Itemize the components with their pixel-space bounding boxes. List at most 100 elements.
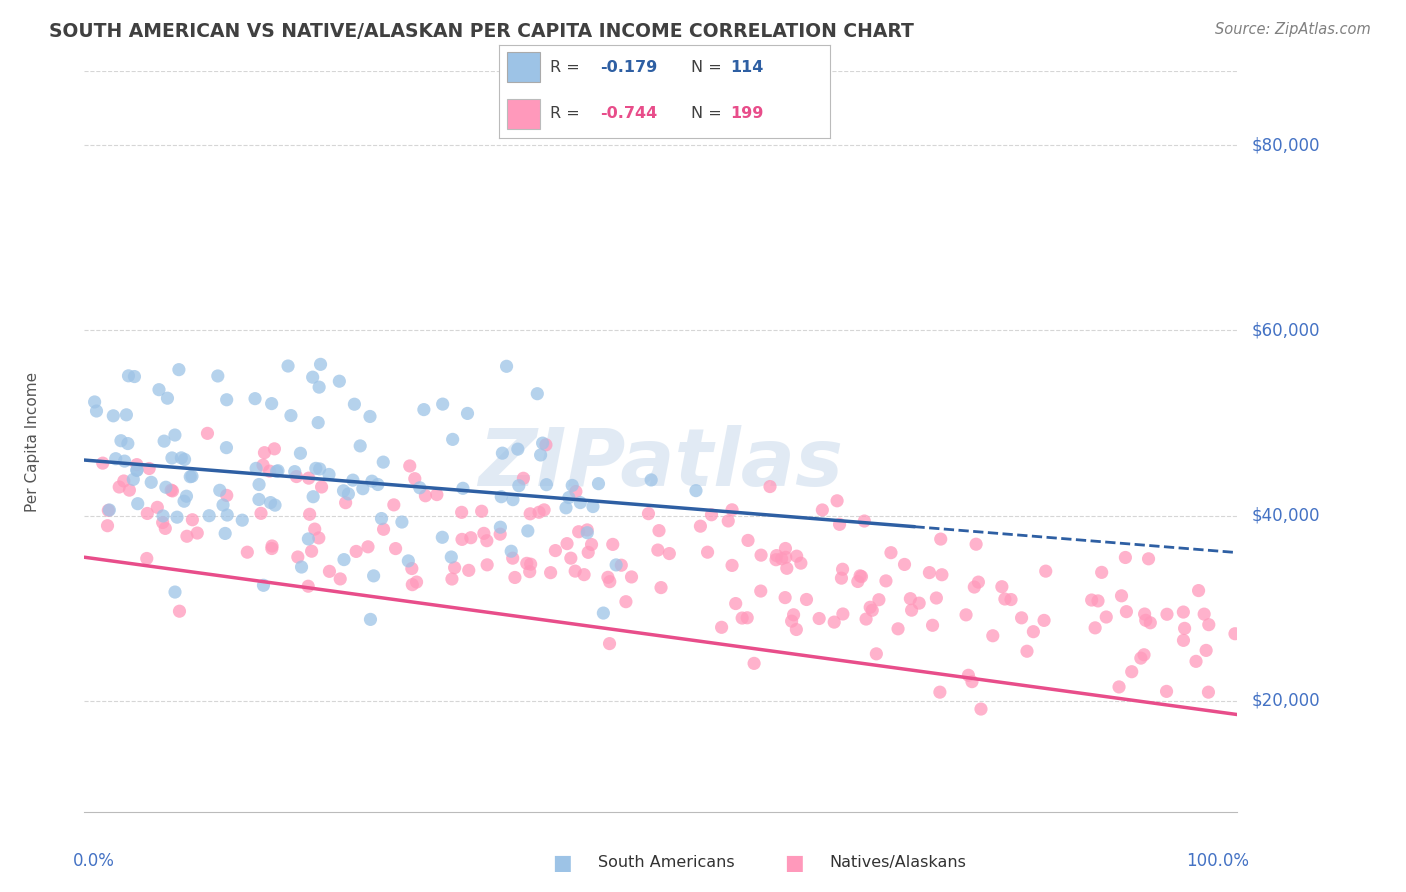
Point (308, 531, 330, 545)
Point (1174, 621, 1197, 635)
Point (1133, 648, 1156, 662)
Point (125, 463, 148, 477)
Point (86, 404, 108, 418)
Point (349, 439, 371, 453)
Point (880, 546, 903, 560)
Point (259, 495, 281, 509)
Point (1115, 605, 1137, 619)
Point (460, 531, 482, 545)
Point (426, 487, 449, 501)
Point (163, 428, 186, 442)
Point (329, 572, 352, 586)
Text: $40,000: $40,000 (1251, 507, 1320, 524)
Point (298, 471, 321, 485)
Point (853, 514, 876, 528)
Point (186, 526, 208, 541)
Point (308, 380, 330, 394)
Point (166, 510, 188, 524)
Point (440, 572, 463, 586)
Point (405, 575, 427, 590)
Text: 0.0%: 0.0% (73, 853, 115, 871)
Point (1139, 615, 1161, 630)
Point (343, 397, 366, 411)
Point (506, 442, 529, 457)
Point (155, 521, 177, 535)
Point (1197, 685, 1219, 699)
Point (960, 674, 983, 689)
Point (527, 505, 550, 519)
Point (401, 577, 423, 591)
Point (610, 558, 633, 573)
Point (491, 446, 513, 460)
Text: 199: 199 (731, 106, 763, 121)
Point (561, 478, 583, 492)
Point (215, 441, 238, 455)
Point (250, 507, 273, 521)
Point (831, 607, 853, 621)
Point (908, 596, 931, 610)
Point (502, 492, 524, 507)
Point (1135, 613, 1157, 627)
Point (451, 533, 474, 547)
Point (342, 473, 364, 487)
Point (245, 461, 267, 475)
Point (301, 544, 323, 558)
Point (297, 532, 319, 546)
Point (181, 469, 204, 483)
Point (290, 446, 312, 460)
Point (253, 445, 276, 459)
Point (125, 463, 148, 477)
Point (108, 480, 131, 494)
Point (264, 498, 287, 512)
Point (297, 579, 319, 593)
Point (440, 549, 463, 564)
Text: ■: ■ (553, 853, 572, 872)
Point (117, 436, 139, 450)
Point (1033, 614, 1056, 628)
Point (1080, 593, 1102, 607)
Point (503, 570, 526, 584)
Point (501, 544, 523, 558)
Text: Natives/Alaskans: Natives/Alaskans (830, 855, 966, 870)
Point (298, 508, 321, 522)
Point (1108, 680, 1130, 694)
Point (287, 549, 309, 564)
Point (361, 474, 384, 488)
Point (565, 484, 588, 499)
Point (1187, 583, 1209, 598)
Point (637, 507, 659, 521)
Point (198, 508, 221, 523)
Point (544, 543, 567, 558)
Point (865, 647, 887, 661)
Point (855, 612, 877, 626)
Point (620, 570, 643, 584)
Point (516, 524, 538, 538)
Point (1114, 550, 1136, 565)
Point (305, 461, 328, 475)
Point (898, 591, 921, 606)
Point (1095, 610, 1118, 624)
Point (963, 580, 986, 594)
Point (176, 529, 198, 543)
Point (596, 570, 619, 584)
Point (97, 503, 120, 517)
Point (163, 585, 186, 599)
Text: South Americans: South Americans (598, 855, 734, 870)
Point (384, 541, 406, 556)
Point (1129, 651, 1152, 665)
Point (831, 562, 853, 576)
Point (519, 507, 541, 521)
Point (415, 489, 437, 503)
Point (475, 533, 498, 548)
Point (83, 395, 105, 409)
Point (900, 603, 922, 617)
Point (685, 483, 707, 498)
Point (370, 511, 392, 525)
Point (735, 611, 758, 625)
Point (170, 450, 193, 465)
Point (965, 537, 987, 551)
Point (115, 408, 138, 422)
Point (114, 454, 136, 468)
Point (1111, 589, 1133, 603)
Point (502, 551, 524, 566)
